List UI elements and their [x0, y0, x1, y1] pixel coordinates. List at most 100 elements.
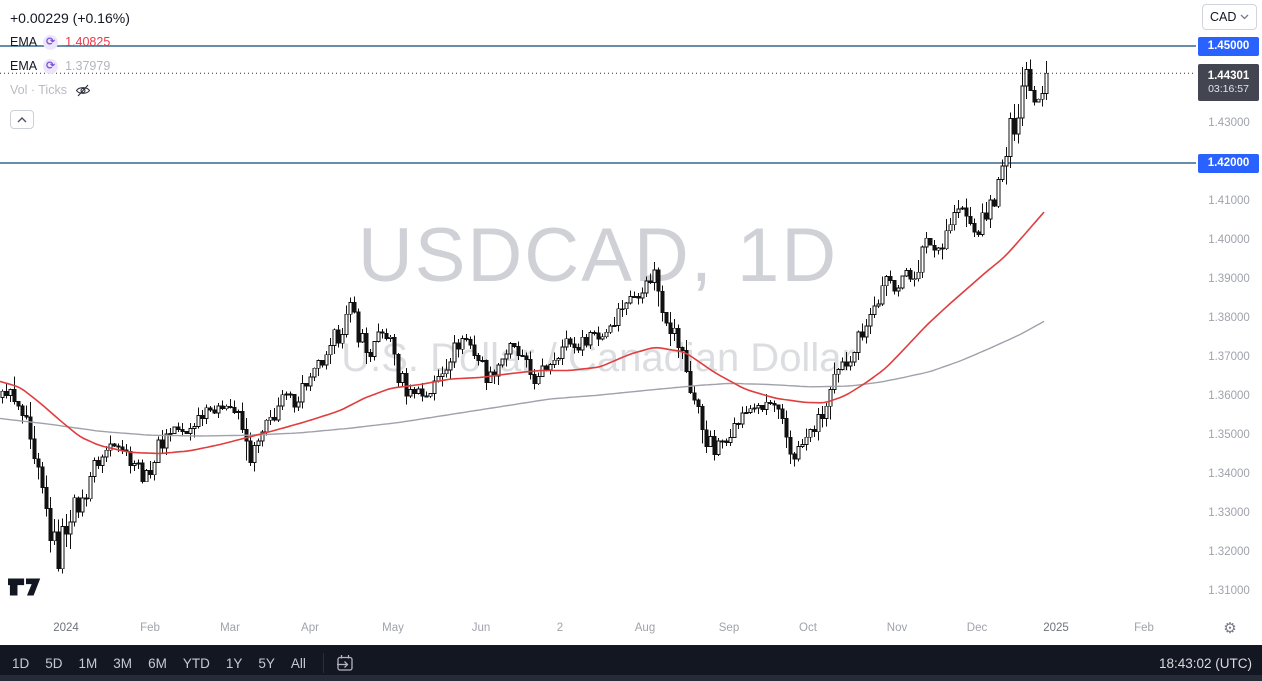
- candle: [100, 456, 105, 466]
- ema-slow-row[interactable]: EMA ⟳ 1.37979: [10, 54, 130, 78]
- candle: [220, 405, 225, 410]
- currency-selector-label: CAD: [1210, 10, 1237, 24]
- candle: [188, 428, 193, 435]
- candle: [692, 392, 697, 401]
- candle: [820, 413, 825, 419]
- candle: [324, 354, 329, 366]
- candle: [488, 371, 493, 384]
- tradingview-logo[interactable]: [8, 576, 44, 603]
- candle: [668, 322, 673, 335]
- candle: [316, 360, 321, 369]
- candle: [4, 390, 9, 396]
- candle: [788, 436, 793, 455]
- range-button-1y[interactable]: 1Y: [221, 654, 248, 673]
- time-tick-month: Aug: [634, 622, 656, 634]
- go-to-date-button[interactable]: [333, 651, 357, 675]
- candle: [532, 374, 537, 385]
- candle: [348, 302, 353, 315]
- candle: [312, 367, 317, 378]
- candle: [1008, 118, 1013, 157]
- candle: [248, 440, 253, 464]
- candle: [572, 343, 577, 348]
- candlestick-chart-canvas[interactable]: [0, 0, 1196, 612]
- ema-slow-value: 1.37979: [65, 59, 111, 73]
- price-tick-label: 1.33000: [1208, 507, 1250, 519]
- candle: [852, 351, 857, 363]
- candle: [388, 336, 393, 339]
- range-button-6m[interactable]: 6M: [143, 654, 172, 673]
- price-tick-label: 1.31000: [1208, 585, 1250, 597]
- candle: [624, 302, 629, 310]
- range-button-3m[interactable]: 3M: [108, 654, 137, 673]
- candle: [352, 302, 357, 313]
- volume-indicator-row[interactable]: Vol · Ticks: [10, 78, 130, 102]
- candle: [164, 433, 169, 449]
- candle: [520, 355, 525, 358]
- candle: [28, 416, 33, 440]
- candle: [732, 423, 737, 438]
- candle: [556, 357, 561, 361]
- candle: [1028, 68, 1033, 91]
- candle: [912, 278, 917, 281]
- candle: [928, 237, 933, 246]
- axis-settings-gear-icon[interactable]: ⚙: [1223, 620, 1237, 637]
- candle: [704, 429, 709, 448]
- candle: [960, 207, 965, 210]
- time-tick-year: 2025: [1043, 622, 1069, 634]
- ema-slow-line[interactable]: [0, 320, 1045, 437]
- candle: [760, 405, 765, 410]
- candle: [612, 324, 617, 327]
- candle: [616, 308, 621, 326]
- candle: [276, 405, 281, 421]
- candle: [156, 439, 161, 463]
- candle: [260, 431, 265, 442]
- utc-clock: 18:43:02 (UTC): [1158, 655, 1252, 671]
- candle: [356, 311, 361, 343]
- candle: [892, 280, 897, 292]
- candle: [360, 333, 365, 343]
- candle: [424, 395, 429, 398]
- range-button-all[interactable]: All: [286, 654, 311, 673]
- candle: [764, 401, 769, 410]
- range-button-1d[interactable]: 1D: [7, 654, 34, 673]
- candle: [252, 444, 257, 464]
- candle: [452, 342, 457, 363]
- range-button-5y[interactable]: 5Y: [253, 654, 280, 673]
- range-button-ytd[interactable]: YTD: [178, 654, 215, 673]
- legend-collapse-button[interactable]: [10, 110, 34, 129]
- ema-fast-row[interactable]: EMA ⟳ 1.40825: [10, 30, 130, 54]
- candle: [844, 361, 849, 367]
- chart-pane[interactable]: USDCAD, 1D U.S. Dollar / Canadian Dollar…: [0, 0, 1196, 612]
- ema-fast-line[interactable]: [0, 211, 1045, 455]
- candle: [528, 359, 533, 376]
- price-tick-label: 1.41000: [1208, 195, 1250, 207]
- candle: [1020, 85, 1025, 119]
- candle: [132, 462, 137, 467]
- price-change-text: +0.00229 (+0.16%): [10, 10, 130, 26]
- currency-selector-button[interactable]: CAD: [1202, 4, 1257, 30]
- candle: [856, 331, 861, 353]
- range-button-5d[interactable]: 5D: [40, 654, 67, 673]
- price-axis[interactable]: CAD 1.44301 03:16:57 1.43000 1.41000 1.400…: [1196, 0, 1262, 612]
- candle: [376, 331, 381, 342]
- eye-off-icon[interactable]: [75, 83, 91, 98]
- candle: [944, 230, 949, 250]
- range-button-1m[interactable]: 1M: [74, 654, 103, 673]
- candle: [1000, 165, 1005, 180]
- candle: [140, 462, 145, 483]
- candle: [784, 417, 789, 438]
- candle: [744, 412, 749, 414]
- candle: [724, 440, 729, 443]
- candle: [940, 247, 945, 250]
- calendar-icon: [336, 655, 353, 671]
- candle: [16, 400, 21, 407]
- candle: [948, 224, 953, 232]
- time-tick-month: Oct: [799, 622, 817, 634]
- candle: [304, 383, 309, 387]
- candle: [976, 231, 981, 236]
- candle: [996, 179, 1001, 207]
- candle: [76, 497, 81, 513]
- candle: [872, 305, 877, 315]
- time-axis[interactable]: ⚙ 2024 Feb Mar Apr May Jun 2 Aug Sep Oct Nov Dec 202…: [0, 612, 1262, 645]
- candle: [400, 373, 405, 383]
